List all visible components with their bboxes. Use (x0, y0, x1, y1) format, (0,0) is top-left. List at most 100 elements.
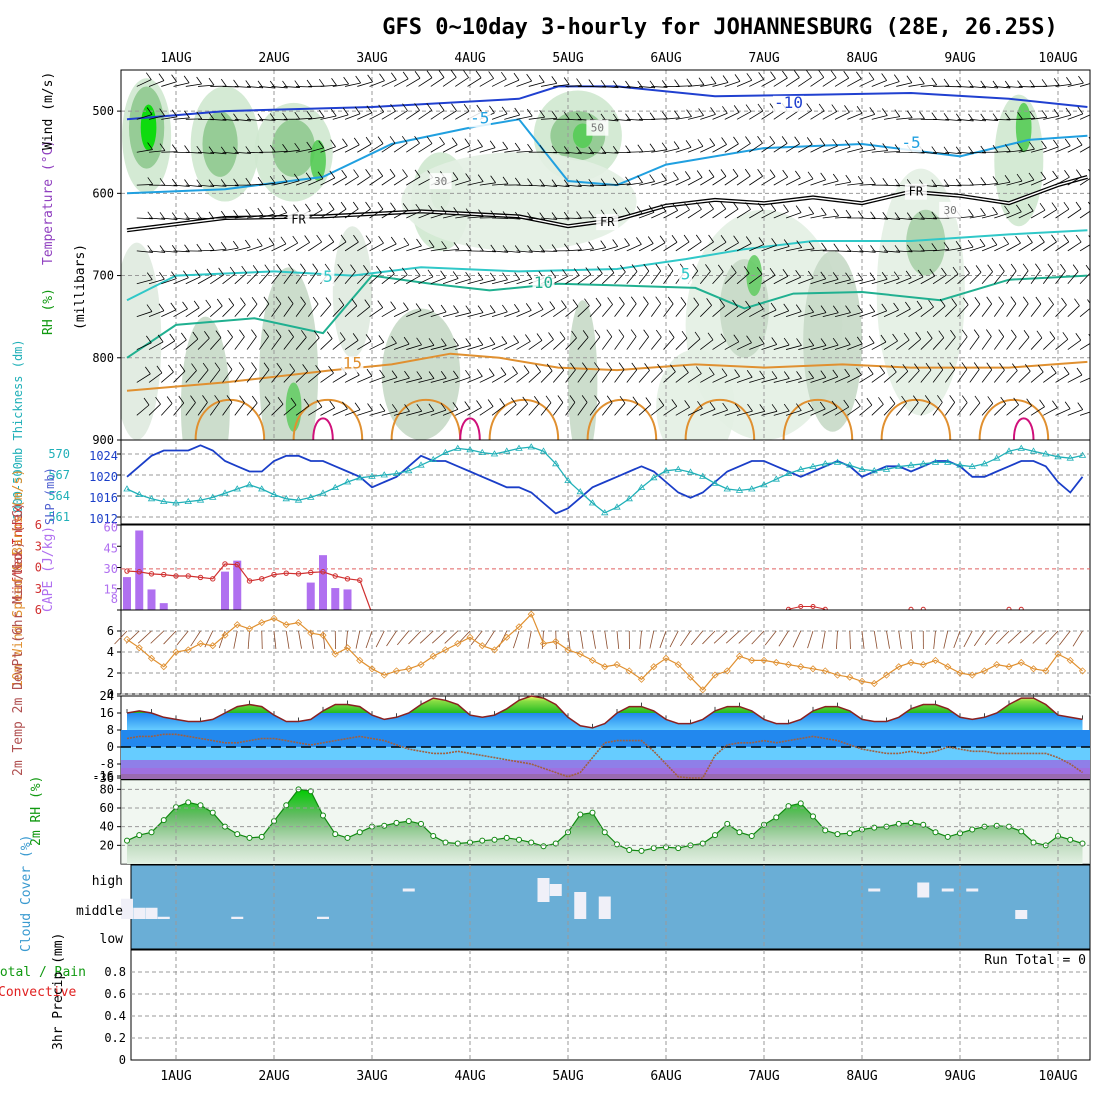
wind-barb (663, 330, 675, 350)
axis-tick-label: 60 (100, 801, 114, 815)
wind-barb (430, 270, 446, 285)
cloud-high-bar (402, 888, 415, 892)
rh-point (124, 837, 130, 844)
wind-barb (626, 396, 639, 416)
wind-barb (798, 171, 814, 186)
wind-barb (430, 402, 447, 416)
wind-barb-10m (1072, 630, 1083, 647)
wind-barb (344, 75, 361, 87)
lifted-index-line (126, 563, 373, 614)
rh-point (969, 826, 976, 833)
wind-barb-10m (953, 630, 961, 649)
rh-point (491, 836, 498, 843)
wind-barb (957, 265, 970, 285)
wind-barb (810, 172, 826, 186)
thickness-point (478, 448, 486, 456)
thickness-point (160, 497, 168, 505)
wind-speed-point (993, 661, 1001, 669)
wind-barb (271, 296, 282, 317)
wind-speed-point (907, 658, 915, 667)
rh-point (442, 839, 449, 846)
wind-barb (785, 304, 802, 318)
wind-barb (161, 109, 178, 120)
wind-barb-10m (355, 630, 361, 649)
wind-barb (920, 299, 934, 317)
wind-barb (589, 297, 602, 317)
wind-barb (589, 240, 607, 252)
wind-barb-10m (457, 630, 471, 645)
wind-speed-point (527, 610, 535, 618)
wind-barb-10m (579, 630, 584, 649)
wind-barb (1067, 75, 1084, 87)
wind-barb (1018, 235, 1033, 252)
cape-bar (135, 530, 144, 610)
rh-point (834, 831, 841, 838)
wind-speed-point (919, 661, 927, 669)
wind-barb (320, 331, 333, 350)
isotherm-20 (684, 398, 756, 440)
wind-barb (822, 272, 839, 285)
wind-speed-point (870, 679, 878, 688)
thickness-point (846, 461, 854, 468)
wind-barb (687, 297, 700, 317)
wind-barb (969, 265, 982, 285)
thickness-point (196, 496, 205, 503)
slp-tick-label: 1012 (89, 512, 118, 526)
cape-bar (123, 577, 131, 610)
wind-speed-point (258, 619, 266, 627)
wind-barb (467, 174, 484, 186)
wind-barb (381, 370, 398, 383)
rh-shade-area (906, 209, 946, 276)
wind-barb (761, 135, 776, 153)
wind-barb (761, 404, 778, 416)
cloud-middle-bar (317, 916, 329, 919)
wind-barb (540, 76, 558, 87)
wind-barb (1018, 172, 1035, 186)
cloud-high-bar (537, 878, 550, 902)
axis-tick-label: 20 (100, 838, 114, 852)
wind-barb (234, 297, 246, 317)
wind-barb (589, 266, 603, 285)
wind-barb (724, 369, 740, 383)
wind-barb (308, 364, 321, 383)
wind-barb (577, 298, 590, 317)
thickness-point (539, 447, 548, 454)
wind-barb (344, 333, 359, 350)
wind-barb (822, 400, 838, 416)
wind-speed-point (686, 673, 695, 681)
wind-barb (406, 403, 423, 416)
wind-barb (798, 241, 815, 252)
wind-speed-point (944, 663, 952, 671)
wind-barb (944, 362, 956, 383)
wind-barb (847, 336, 863, 350)
wind-barb (222, 210, 239, 219)
wind-barb (908, 76, 925, 87)
wind-barb (455, 138, 471, 153)
wind-barb (222, 329, 233, 350)
wind-barb (320, 108, 337, 120)
wind-barb-10m (285, 630, 290, 649)
wind-barb (136, 107, 153, 120)
wind-barb (663, 203, 679, 219)
wind-barb (307, 296, 319, 317)
wind-barb (957, 362, 968, 383)
wind-barb (700, 169, 715, 186)
wind-barb (357, 368, 373, 383)
thickness-point (748, 485, 756, 492)
thickness-point (711, 479, 719, 486)
wind-barb (675, 330, 688, 350)
wind-speed-point (147, 654, 156, 662)
temperature-band (121, 774, 1090, 779)
chart-title: GFS 0~10day 3-hourly for JOHANNESBURG (2… (382, 15, 1058, 40)
wind-speed-point (858, 677, 866, 685)
upper-grid (121, 70, 1090, 440)
wind-barb (639, 143, 656, 153)
axis-tick-label: 2 (107, 666, 114, 680)
wind-barb (246, 207, 264, 219)
rh-point (136, 832, 143, 839)
cloud-middle-bar (121, 898, 133, 919)
wind-barb (528, 396, 540, 416)
rh-shade-area (272, 119, 316, 177)
wind-barb (271, 205, 288, 219)
